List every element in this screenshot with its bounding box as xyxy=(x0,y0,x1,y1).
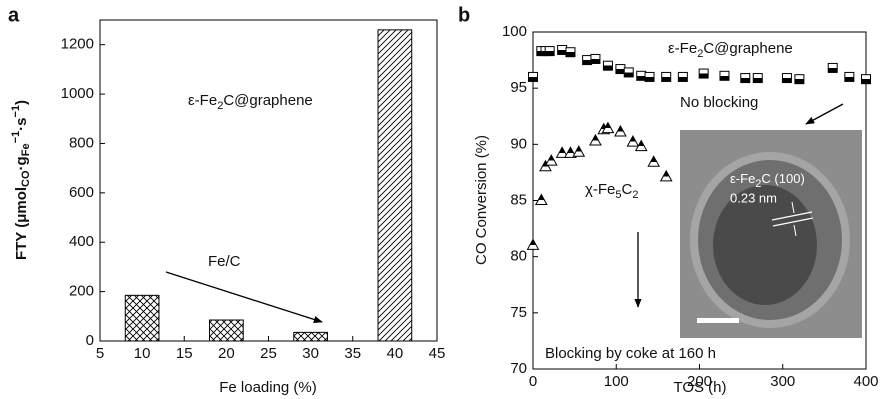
y-tick-label: 75 xyxy=(510,304,527,321)
marker-triangle xyxy=(573,146,584,156)
x-tick-label: 400 xyxy=(853,373,878,390)
annotation-part: C xyxy=(622,181,633,198)
x-tick-label: 40 xyxy=(387,345,404,362)
inset-label-part: ε-Fe xyxy=(730,171,755,186)
x-tick-label: 35 xyxy=(344,345,361,362)
marker-square xyxy=(720,71,729,80)
marker-square xyxy=(591,54,600,63)
y-label-part: −1 xyxy=(10,105,22,118)
x-tick-label: 10 xyxy=(134,345,151,362)
marker-square xyxy=(583,56,592,65)
annotation: ε-Fe2C@graphene xyxy=(188,92,313,112)
y-tick-label: 0 xyxy=(86,332,94,349)
y-label-part: ·s xyxy=(13,118,30,131)
marker-square xyxy=(603,61,612,70)
y-tick-label: 800 xyxy=(69,134,94,151)
x-tick-label: 200 xyxy=(687,373,712,390)
y-tick-label: 90 xyxy=(510,135,527,152)
marker-square xyxy=(624,68,633,77)
annotation-part: C@graphene xyxy=(703,40,792,57)
marker-square xyxy=(845,72,854,81)
marker-square xyxy=(795,75,804,84)
marker-square xyxy=(558,45,567,54)
x-tick-label: 30 xyxy=(302,345,319,362)
panel-label: b xyxy=(458,4,470,26)
y-label-part: −1 xyxy=(10,131,22,144)
annotation: χ-Fe5C2 xyxy=(585,181,638,201)
y-label-part: Fe xyxy=(20,143,32,156)
annotation: No blocking xyxy=(680,94,758,111)
bar xyxy=(210,320,244,341)
x-tick-label: 0 xyxy=(529,373,537,390)
marker-square xyxy=(828,63,837,72)
annotation-part: ε-Fe xyxy=(668,40,697,57)
bar xyxy=(125,295,159,341)
marker-square xyxy=(753,74,762,83)
x-axis-label: Fe loading (%) xyxy=(219,379,317,396)
marker-square xyxy=(566,48,575,57)
x-tick-label: 100 xyxy=(604,373,629,390)
y-label-part: ·g xyxy=(13,156,30,170)
marker-square xyxy=(545,47,554,56)
panel-label: a xyxy=(8,4,20,26)
annotation-part: C@graphene xyxy=(223,92,312,109)
annotation: Fe/C xyxy=(208,253,241,270)
marker-square xyxy=(699,69,708,78)
marker-square xyxy=(616,65,625,74)
x-tick-label: 25 xyxy=(260,345,277,362)
annotation: ε-Fe2C@graphene xyxy=(668,40,793,60)
marker-triangle xyxy=(536,195,547,205)
y-label-part: FTY (μmol xyxy=(13,187,30,260)
marker-triangle xyxy=(661,171,672,181)
marker-square xyxy=(645,72,654,81)
marker-square xyxy=(662,72,671,81)
marker-square xyxy=(529,72,538,81)
marker-square xyxy=(862,75,871,84)
inset-label: 0.23 nm xyxy=(730,190,777,205)
annotation-part: χ-Fe xyxy=(585,181,615,198)
scale-bar xyxy=(697,318,739,323)
y-label-part: CO xyxy=(20,170,32,187)
marker-triangle xyxy=(648,156,659,166)
annotation-part: 2 xyxy=(632,189,638,201)
marker-triangle xyxy=(627,136,638,146)
arrow xyxy=(806,104,843,124)
y-label-part: ) xyxy=(13,100,30,105)
y-axis-label: FTY (μmolCO·gFe−1·s−1) xyxy=(10,100,32,260)
figure: a Fe loading (%) FTY (μmolCO·gFe−1·s−1) … xyxy=(0,0,884,399)
inset-label-part: C (100) xyxy=(761,171,804,186)
marker-square xyxy=(741,74,750,83)
y-tick-label: 70 xyxy=(510,360,527,377)
y-axis-label: CO Conversion (%) xyxy=(473,135,490,265)
y-tick-label: 1200 xyxy=(61,36,94,53)
y-tick-label: 400 xyxy=(69,233,94,250)
marker-square xyxy=(637,71,646,80)
marker-triangle xyxy=(546,155,557,165)
y-tick-label: 600 xyxy=(69,184,94,201)
marker-triangle xyxy=(590,135,601,145)
annotation-part: ε-Fe xyxy=(188,92,217,109)
y-tick-label: 95 xyxy=(510,79,527,96)
x-tick-label: 45 xyxy=(429,345,446,362)
bar xyxy=(294,332,328,341)
arrow xyxy=(166,272,322,322)
marker-square xyxy=(678,72,687,81)
x-tick-label: 15 xyxy=(176,345,193,362)
marker-square xyxy=(782,74,791,83)
y-tick-label: 85 xyxy=(510,191,527,208)
x-tick-label: 20 xyxy=(218,345,235,362)
bar xyxy=(378,30,412,341)
marker-triangle xyxy=(615,126,626,136)
y-tick-label: 80 xyxy=(510,248,527,265)
y-tick-label: 200 xyxy=(69,283,94,300)
annotation: Blocking by coke at 160 h xyxy=(545,345,716,362)
y-tick-label: 100 xyxy=(502,23,527,40)
y-tick-label: 1000 xyxy=(61,85,94,102)
x-tick-label: 300 xyxy=(770,373,795,390)
marker-triangle xyxy=(528,239,539,249)
x-tick-label: 5 xyxy=(96,345,104,362)
